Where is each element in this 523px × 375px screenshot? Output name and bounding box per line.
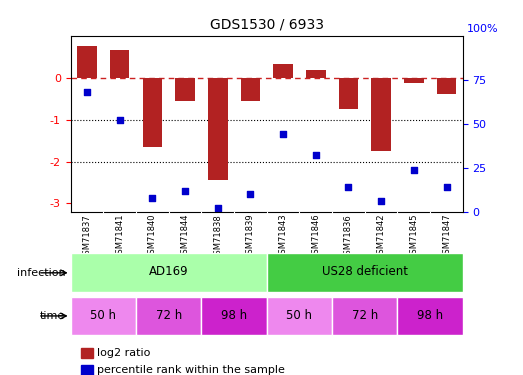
Bar — [142, 78, 162, 147]
Text: time: time — [40, 311, 65, 321]
Bar — [273, 64, 293, 78]
Bar — [77, 46, 97, 78]
Text: GSM71843: GSM71843 — [279, 214, 288, 260]
Point — [279, 131, 287, 137]
Bar — [136, 297, 201, 335]
Point — [442, 184, 451, 190]
Text: GSM71840: GSM71840 — [148, 214, 157, 260]
Bar — [397, 297, 463, 335]
Point — [246, 191, 255, 197]
Bar — [267, 254, 463, 292]
Bar — [110, 50, 129, 78]
Text: GDS1530 / 6933: GDS1530 / 6933 — [210, 18, 324, 32]
Bar — [71, 254, 267, 292]
Bar — [208, 78, 228, 180]
Bar — [201, 297, 267, 335]
Text: AD169: AD169 — [149, 266, 188, 279]
Text: 98 h: 98 h — [221, 309, 247, 322]
Text: 72 h: 72 h — [155, 309, 182, 322]
Bar — [371, 78, 391, 151]
Bar — [71, 297, 136, 335]
Text: GSM71838: GSM71838 — [213, 214, 222, 260]
Text: GSM71842: GSM71842 — [377, 214, 385, 260]
Text: 72 h: 72 h — [351, 309, 378, 322]
Point — [312, 153, 320, 159]
Point — [181, 188, 189, 194]
Text: US28 deficient: US28 deficient — [322, 266, 408, 279]
Bar — [267, 297, 332, 335]
Bar — [339, 78, 358, 109]
Text: percentile rank within the sample: percentile rank within the sample — [97, 365, 285, 375]
Text: infection: infection — [17, 268, 65, 278]
Text: 98 h: 98 h — [417, 309, 443, 322]
Point — [116, 117, 124, 123]
Text: 100%: 100% — [467, 24, 498, 34]
Point — [213, 206, 222, 212]
Point — [410, 166, 418, 172]
Text: GSM71846: GSM71846 — [311, 214, 320, 260]
Bar — [332, 297, 397, 335]
Text: 50 h: 50 h — [90, 309, 116, 322]
Text: 50 h: 50 h — [287, 309, 312, 322]
Text: GSM71844: GSM71844 — [180, 214, 189, 260]
Bar — [241, 78, 260, 101]
Text: GSM71847: GSM71847 — [442, 214, 451, 260]
Bar — [437, 78, 456, 93]
Point — [83, 89, 91, 95]
Point — [148, 195, 156, 201]
Text: GSM71837: GSM71837 — [83, 214, 92, 260]
Bar — [306, 70, 325, 78]
Text: GSM71841: GSM71841 — [115, 214, 124, 260]
Bar — [404, 78, 424, 82]
Point — [377, 198, 385, 204]
Point — [344, 184, 353, 190]
Text: GSM71839: GSM71839 — [246, 214, 255, 260]
Bar — [175, 78, 195, 101]
Text: GSM71845: GSM71845 — [410, 214, 418, 260]
Text: GSM71836: GSM71836 — [344, 214, 353, 260]
Text: log2 ratio: log2 ratio — [97, 348, 150, 358]
